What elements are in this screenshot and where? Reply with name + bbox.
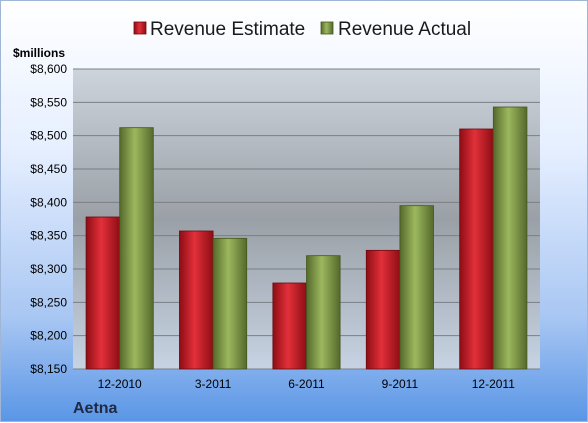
bar-revenue-estimate <box>85 216 121 370</box>
y-tick-label: $8,350 <box>30 229 67 243</box>
y-tick-label: $8,550 <box>30 95 67 109</box>
company-label: Aetna <box>73 400 118 417</box>
legend-swatch-estimate <box>133 21 147 35</box>
x-category-label: 12-2010 <box>98 377 142 391</box>
legend-label-actual: Revenue Actual <box>338 19 471 40</box>
x-category-label: 12-2011 <box>472 377 515 391</box>
y-axis-unit: $millions <box>13 46 65 60</box>
bar-revenue-actual <box>399 205 434 370</box>
x-category-label: 9-2011 <box>382 377 419 391</box>
y-tick-label: $8,150 <box>30 362 67 376</box>
y-tick-label: $8,250 <box>30 295 67 309</box>
bar-revenue-estimate <box>272 282 307 370</box>
y-tick-label: $8,300 <box>30 262 67 276</box>
legend-swatch-actual <box>320 21 334 35</box>
y-tick-label: $8,400 <box>30 195 67 209</box>
bar-revenue-actual <box>306 255 341 370</box>
x-axis-categories: 12-2010 3-2011 6-2011 9-2011 12-2011 <box>98 377 516 391</box>
bar-revenue-actual <box>212 237 248 370</box>
bar-revenue-actual <box>119 127 154 370</box>
y-axis-ticks: $8,150 $8,200 $8,250 $8,300 $8,350 $8,400 $8,4… <box>30 62 67 376</box>
y-tick-label: $8,600 <box>30 62 67 76</box>
bars <box>85 106 528 370</box>
bar-revenue-estimate <box>459 128 494 370</box>
y-tick-label: $8,450 <box>30 162 67 176</box>
bar-revenue-actual <box>492 106 528 370</box>
x-category-label: 3-2011 <box>195 377 232 391</box>
bar-revenue-estimate <box>179 230 214 370</box>
x-category-label: 6-2011 <box>288 377 325 391</box>
legend: Revenue Estimate Revenue Actual <box>133 19 471 40</box>
y-tick-label: $8,500 <box>30 129 67 143</box>
y-tick-label: $8,200 <box>30 329 67 343</box>
legend-label-estimate: Revenue Estimate <box>150 19 305 40</box>
bar-revenue-estimate <box>365 249 401 370</box>
